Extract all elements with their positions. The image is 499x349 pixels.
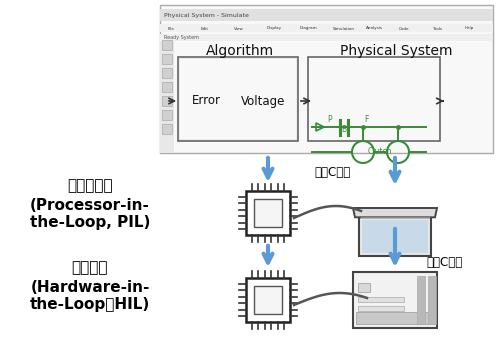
Bar bbox=[178, 57, 298, 141]
Bar bbox=[362, 220, 428, 253]
Bar bbox=[358, 297, 404, 302]
Text: B: B bbox=[341, 126, 347, 134]
Bar bbox=[246, 191, 290, 235]
Bar bbox=[358, 283, 370, 292]
Polygon shape bbox=[353, 208, 437, 217]
Text: Tools: Tools bbox=[432, 27, 442, 30]
Text: Diagram: Diagram bbox=[300, 27, 318, 30]
Bar bbox=[160, 41, 174, 153]
Bar bbox=[162, 124, 172, 134]
Bar bbox=[428, 276, 436, 324]
Text: 转为C代码: 转为C代码 bbox=[315, 166, 351, 179]
Text: View: View bbox=[234, 27, 244, 30]
Bar bbox=[180, 59, 296, 139]
Text: P: P bbox=[328, 114, 332, 124]
Text: Error: Error bbox=[192, 95, 221, 107]
Text: 硬件在环: 硬件在环 bbox=[72, 260, 108, 275]
Bar bbox=[358, 306, 404, 311]
Text: Simulation: Simulation bbox=[333, 27, 355, 30]
Text: F: F bbox=[364, 114, 368, 124]
Text: Voltage: Voltage bbox=[241, 95, 285, 107]
Text: (Processor-in-: (Processor-in- bbox=[30, 198, 150, 213]
Text: Algorithm: Algorithm bbox=[206, 44, 274, 58]
Text: (Hardware-in-: (Hardware-in- bbox=[30, 280, 150, 295]
Bar bbox=[353, 272, 437, 328]
Text: Ready System: Ready System bbox=[164, 36, 199, 40]
Bar bbox=[160, 24, 493, 32]
Bar bbox=[162, 96, 172, 106]
Bar bbox=[162, 68, 172, 78]
Text: Clutch: Clutch bbox=[368, 148, 392, 156]
Text: Physical System - Simulate: Physical System - Simulate bbox=[164, 14, 249, 18]
Bar bbox=[246, 278, 290, 322]
Bar bbox=[308, 57, 440, 141]
Bar bbox=[162, 40, 172, 50]
Bar bbox=[417, 276, 425, 324]
Text: Help: Help bbox=[465, 27, 474, 30]
Text: the-Loop, PIL): the-Loop, PIL) bbox=[30, 215, 150, 230]
Bar bbox=[160, 5, 493, 153]
Text: 转为C代码: 转为C代码 bbox=[427, 257, 463, 269]
Bar bbox=[162, 110, 172, 120]
Bar bbox=[162, 54, 172, 64]
Bar bbox=[359, 217, 431, 256]
Bar bbox=[160, 34, 493, 41]
Bar bbox=[162, 82, 172, 92]
Text: Physical System: Physical System bbox=[340, 44, 452, 58]
Text: 处理器在环: 处理器在环 bbox=[67, 178, 113, 193]
Bar bbox=[254, 287, 281, 313]
Text: the-Loop，HIL): the-Loop，HIL) bbox=[30, 297, 150, 312]
Text: Display: Display bbox=[267, 27, 282, 30]
Text: Edit: Edit bbox=[201, 27, 209, 30]
Bar bbox=[356, 312, 434, 324]
Text: File: File bbox=[168, 27, 175, 30]
Text: Analysis: Analysis bbox=[366, 27, 383, 30]
Bar bbox=[254, 200, 281, 227]
Text: Code: Code bbox=[399, 27, 410, 30]
Bar bbox=[160, 9, 493, 21]
